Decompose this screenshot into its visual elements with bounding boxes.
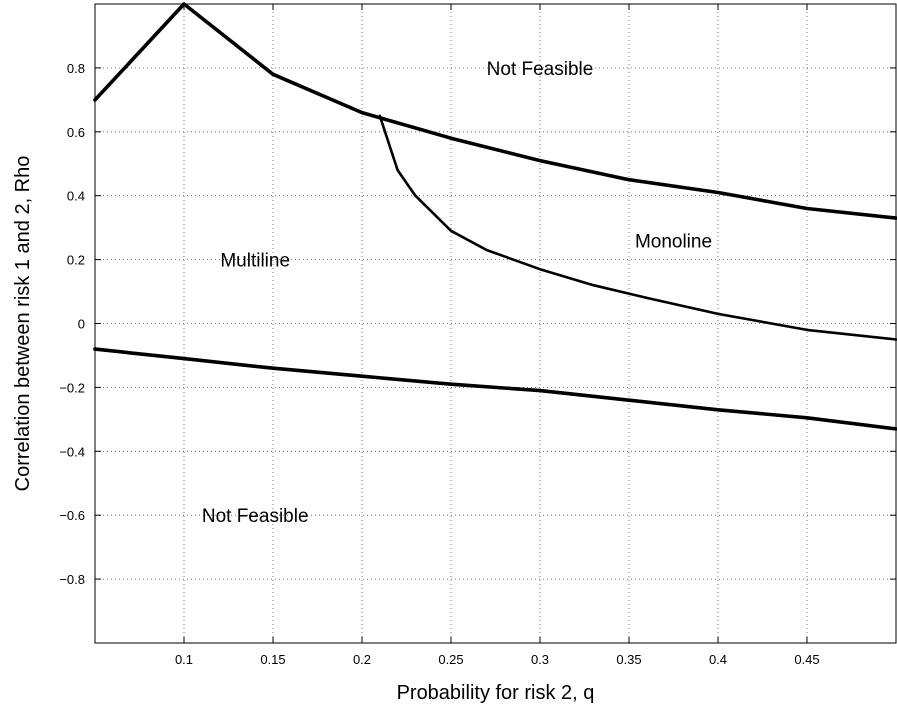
y-tick-label: −0.2 [59,380,85,395]
y-tick-label: 0.4 [67,189,85,204]
region-label: Multiline [220,251,290,272]
grid [95,4,896,643]
y-tick-label: 0.8 [67,61,85,76]
x-tick-label: 0.15 [260,652,285,667]
x-tick-labels: 0.1 0.15 0.2 0.25 0.3 0.35 0.4 0.45 [175,652,820,667]
x-tick-label: 0.4 [709,652,727,667]
x-tick-label: 0.35 [616,652,641,667]
y-tick-labels: −0.8 −0.6 −0.4 −0.2 0 0.2 0.4 0.6 0.8 [59,61,85,587]
y-tick-label: −0.8 [59,572,85,587]
curves [93,2,897,431]
x-tick-label: 0.3 [531,652,549,667]
series-line [378,114,897,341]
x-axis-label: Probability for risk 2, q [397,682,595,704]
region-label: Not Feasible [487,59,594,80]
x-tick-label: 0.45 [794,652,819,667]
x-tick-label: 0.2 [353,652,371,667]
region-label: Monoline [635,231,712,252]
region-label: Not Feasible [202,506,309,527]
y-tick-label: −0.4 [59,444,85,459]
region-annotations: Not Feasible Monoline Multiline Not Feasibl… [202,59,712,527]
ticks [95,4,896,643]
y-tick-label: 0.6 [67,125,85,140]
series-line [93,2,897,220]
y-axis-label: Correlation between risk 1 and 2, Rho [12,156,34,492]
x-tick-label: 0.25 [438,652,463,667]
series-line [93,347,897,431]
y-tick-label: −0.6 [59,508,85,523]
x-tick-label: 0.1 [175,652,193,667]
y-tick-label: 0 [78,317,85,332]
y-tick-label: 0.2 [67,253,85,268]
